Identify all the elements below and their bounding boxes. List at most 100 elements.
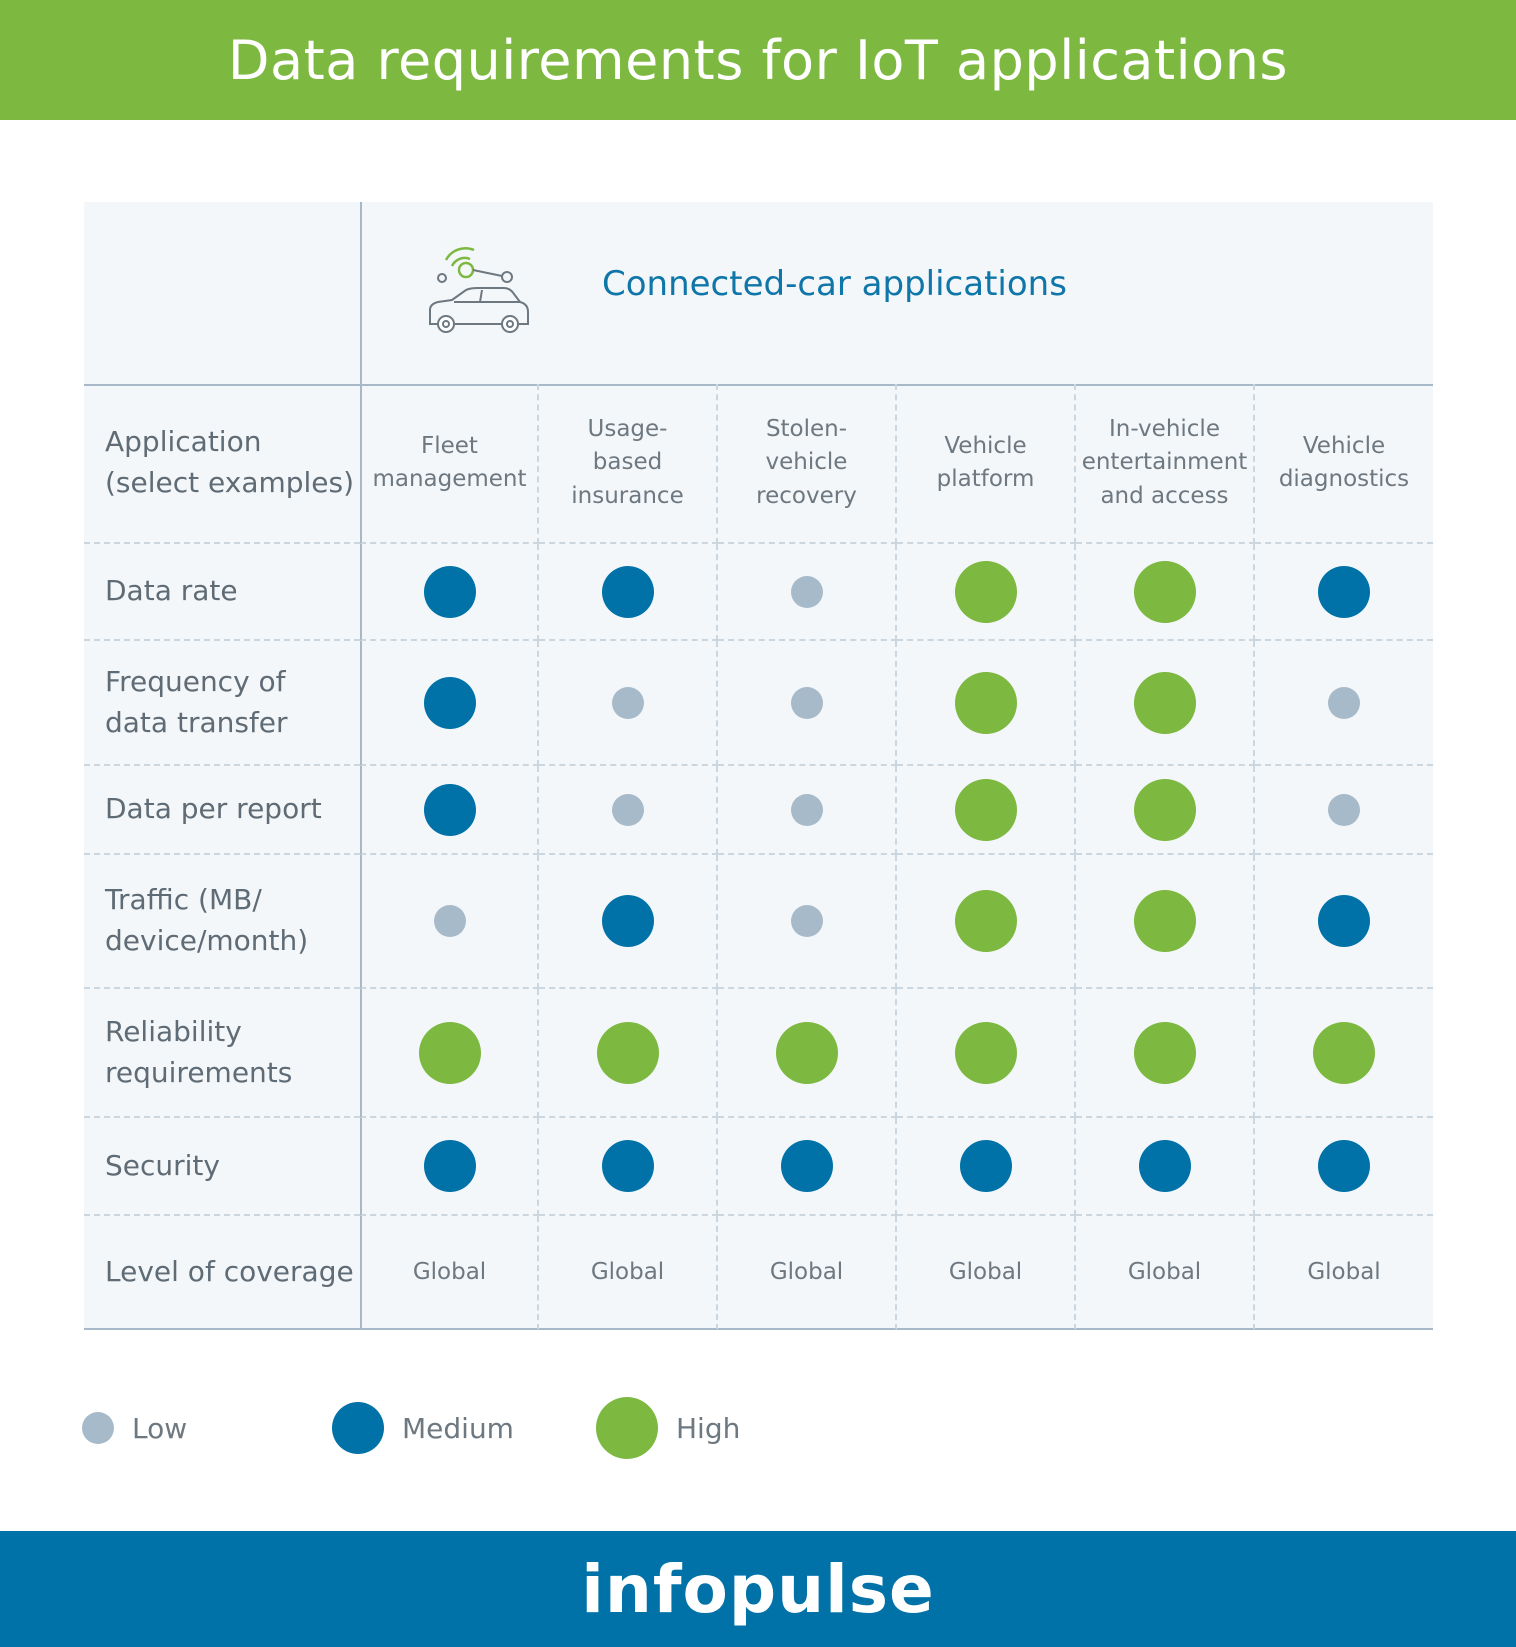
group-label: Connected-car applications [602,264,1067,304]
page-title: Data requirements for IoT applications [227,28,1289,92]
rating-cell [718,766,897,855]
rating-dot-medium [423,1140,476,1192]
legend-item-high: High [596,1396,740,1460]
rating-dot-high [954,671,1017,734]
rating-cell [360,766,539,855]
legend-dot-high [596,1397,658,1459]
rating-cell [539,989,718,1118]
rating-cell [360,544,539,641]
rating-cell [1255,1118,1433,1216]
rating-cell [897,544,1076,641]
rating-dot-high [1133,890,1196,952]
column-header: Stolen-vehicle recovery [718,384,897,544]
row-label-application: Application (select examples) [84,384,360,544]
rating-cell [718,989,897,1118]
rating-cell [718,641,897,766]
coverage-value: Global [360,1216,539,1330]
rating-dot-high [1133,560,1196,623]
rating-cell [539,855,718,989]
connected-car-icon [429,247,529,333]
rating-cell [360,989,539,1118]
header-banner: Data requirements for IoT applications [0,0,1516,120]
requirements-grid: Application (select examples) Fleet managem… [84,384,1433,1330]
coverage-value: Global [897,1216,1076,1330]
rating-dot-medium [423,783,476,836]
rating-cell [360,641,539,766]
rating-dot-low [790,686,823,719]
rating-cell [897,989,1076,1118]
rating-dot-low [790,905,823,937]
rating-dot-high [596,1021,659,1084]
group-header: Connected-car applications [84,202,1433,386]
rating-cell [539,766,718,855]
legend-item-medium: Medium [332,1396,514,1460]
rating-dot-high [954,560,1017,623]
rating-cell [1076,544,1255,641]
rating-dot-high [1313,1021,1375,1084]
column-header: Fleet management [360,384,539,544]
row-label: Data rate [84,544,360,641]
legend-label: Medium [402,1411,514,1445]
rating-cell [1076,989,1255,1118]
column-header: Vehicle platform [897,384,1076,544]
rating-dot-medium [423,676,476,729]
rating-cell [360,855,539,989]
rating-dot-low [1328,793,1360,826]
legend-dot-low [82,1412,114,1444]
row-label: Security [84,1118,360,1216]
rating-dot-high [418,1021,481,1084]
company-logo: infopulse [581,1550,935,1628]
rating-dot-high [954,778,1017,841]
column-header: In-vehicle entertainment and access [1076,384,1255,544]
rating-cell [1076,641,1255,766]
rating-dot-medium [423,565,476,618]
rating-dot-high [1133,1021,1196,1084]
column-header: Vehicle diagnostics [1255,384,1433,544]
rating-cell [1076,855,1255,989]
rating-dot-medium [1318,895,1370,947]
column-header: Usage-based insurance [539,384,718,544]
rating-dot-medium [1138,1140,1191,1192]
rating-cell [1255,989,1433,1118]
rating-cell [718,855,897,989]
rating-cell [897,855,1076,989]
rating-cell [897,1118,1076,1216]
rating-cell [1255,641,1433,766]
rating-cell [360,1118,539,1216]
rating-dot-medium [601,565,654,618]
rating-dot-medium [1318,565,1370,618]
rating-dot-medium [601,895,654,947]
row-label: Traffic (MB/device/month) [84,855,360,989]
rating-dot-low [611,686,644,719]
rating-dot-low [611,793,644,826]
legend-label: High [676,1411,741,1445]
row-label-coverage: Level of coverage [84,1216,360,1330]
rating-dot-high [775,1021,838,1084]
rating-dot-low [433,905,466,937]
legend-item-low: Low [82,1396,187,1460]
footer-banner: infopulse [0,1531,1516,1647]
rating-dot-medium [780,1140,833,1192]
rating-dot-medium [601,1140,654,1192]
rating-dot-high [1133,671,1196,734]
rating-dot-medium [959,1140,1012,1192]
rating-cell [1076,766,1255,855]
rating-cell [897,641,1076,766]
rating-dot-high [1133,778,1196,841]
row-label: Frequency of data transfer [84,641,360,766]
row-label: Reliability requirements [84,989,360,1118]
rating-cell [897,766,1076,855]
coverage-value: Global [718,1216,897,1330]
rating-cell [718,544,897,641]
rating-cell [539,544,718,641]
rating-cell [1255,544,1433,641]
rating-cell [539,1118,718,1216]
rating-dot-high [954,1021,1017,1084]
rating-cell [718,1118,897,1216]
rating-dot-high [954,890,1017,952]
rating-dot-low [790,575,823,608]
row-label: Data per report [84,766,360,855]
rating-cell [1076,1118,1255,1216]
legend-dot-medium [332,1402,384,1454]
rating-cell [1255,766,1433,855]
